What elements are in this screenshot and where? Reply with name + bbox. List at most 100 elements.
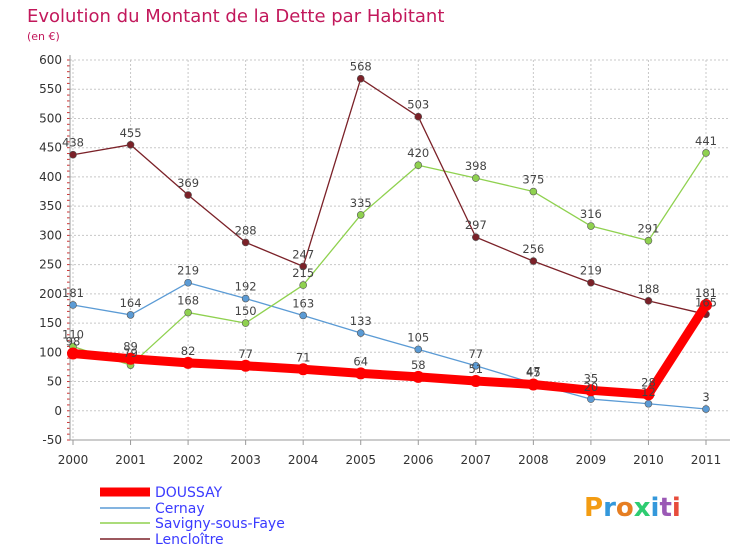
y-tick-label: 200 (39, 287, 62, 301)
data-point-savigny-sous-faye (414, 161, 423, 170)
data-point-savigny-sous-faye (356, 211, 365, 219)
data-point-doussay (182, 356, 195, 369)
series-line-cernay (72, 282, 707, 410)
data-label-doussay: 71 (296, 350, 311, 364)
data-label-cernay: 163 (292, 296, 314, 310)
data-label-savigny-sous-faye: 398 (465, 159, 487, 173)
data-point-savigny-sous-faye (702, 149, 710, 157)
data-point-cernay (184, 278, 192, 287)
data-label-doussay: 28 (641, 375, 656, 389)
data-label-savigny-sous-faye: 79 (123, 346, 138, 360)
data-label-savigny-sous-faye: 215 (292, 266, 314, 280)
data-label-doussay: 89 (123, 340, 138, 354)
x-tick-label: 2000 (58, 453, 89, 467)
data-point-doussay (239, 359, 252, 372)
data-label-doussay: 181 (695, 286, 717, 300)
series-line-doussay (68, 300, 711, 399)
data-label-cernay: 164 (120, 296, 142, 310)
data-point-cernay (472, 361, 480, 370)
data-point-cernay (356, 329, 365, 337)
data-label-cernay: 20 (584, 380, 599, 394)
data-point-cernay (414, 345, 423, 354)
data-point-lencloitre (356, 74, 365, 83)
y-tick-label: 600 (39, 53, 62, 67)
data-label-lencloitre: 188 (637, 282, 659, 296)
data-point-doussay (584, 384, 597, 397)
y-tick-label: 500 (39, 111, 62, 125)
data-label-doussay: 58 (411, 358, 426, 372)
grid (70, 59, 730, 441)
data-label-lencloitre: 256 (522, 242, 544, 256)
data-point-cernay (69, 301, 77, 309)
y-tick-label: 250 (39, 258, 62, 272)
data-label-lencloitre: 369 (177, 176, 199, 190)
axes: -50 0 50 100 150 200 250 300 350 400 450 500 550 600 2… (39, 53, 730, 467)
data-label-savigny-sous-faye: 150 (235, 304, 257, 318)
data-label-savigny-sous-faye: 441 (695, 134, 717, 148)
y-tick-label: 100 (39, 345, 62, 359)
legend-label-doussay: DOUSSAY (155, 485, 223, 501)
series-line-savigny-sous-faye (72, 152, 707, 366)
data-label-cernay: 181 (62, 286, 84, 300)
data-label-lencloitre: 297 (465, 218, 487, 232)
data-point-doussay (469, 374, 482, 387)
x-tick-label: 2008 (518, 453, 549, 467)
chart-title: Evolution du Montant de la Dette par Hab… (27, 6, 444, 27)
data-point-savigny-sous-faye (184, 308, 192, 317)
data-label-lencloitre: 438 (62, 136, 84, 150)
data-point-doussay (67, 347, 79, 360)
data-point-savigny-sous-faye (241, 319, 250, 327)
legend-label-cernay: Cernay (155, 501, 205, 517)
data-label-doussay: 35 (584, 371, 599, 385)
data-point-savigny-sous-faye (529, 187, 538, 196)
data-label-doussay: 51 (468, 362, 483, 376)
data-label-doussay: 45 (526, 365, 541, 379)
data-label-doussay: 64 (353, 354, 368, 368)
y-tick-label: 0 (54, 404, 62, 418)
data-labels: 98 89 82 77 71 64 58 51 45 35 28 181 181 164 219 192 163… (62, 60, 717, 404)
y-tick-label: 450 (39, 141, 62, 155)
y-tick-label: 150 (39, 316, 62, 330)
x-tick-label: 2007 (461, 453, 492, 467)
data-point-lencloitre (472, 233, 480, 241)
data-label-lencloitre: 455 (120, 126, 142, 140)
data-point-doussay (354, 367, 367, 380)
data-label-cernay: 47 (526, 364, 541, 378)
data-label-doussay: 77 (238, 347, 253, 361)
data-label-savigny-sous-faye: 420 (407, 146, 429, 160)
data-label-cernay: 133 (350, 314, 372, 328)
data-label-cernay: 219 (177, 264, 199, 278)
data-point-savigny-sous-faye (299, 281, 307, 289)
data-label-savigny-sous-faye: 291 (637, 222, 659, 236)
y-tick-label: 50 (47, 375, 62, 389)
data-label-cernay: 77 (468, 347, 483, 361)
x-tick-label: 2002 (173, 453, 204, 467)
chart-subtitle: (en €) (27, 30, 60, 43)
data-point-lencloitre (644, 297, 653, 305)
series (67, 74, 712, 413)
series-line-lencloitre (72, 78, 707, 315)
x-tick-label: 2006 (403, 453, 434, 467)
y-tick-label: 400 (39, 170, 62, 184)
data-point-lencloitre (414, 112, 423, 121)
x-tick-label: 2003 (230, 453, 261, 467)
data-point-cernay (126, 311, 135, 319)
proxiti-logo: Proxiti (584, 493, 681, 523)
data-label-cernay: 192 (235, 280, 257, 294)
x-tick-label: 2001 (115, 453, 146, 467)
data-label-cernay: 12 (641, 385, 656, 399)
data-point-lencloitre (69, 150, 77, 159)
legend-label-lencloitre: Lencloître (155, 532, 224, 548)
data-point-cernay (241, 294, 250, 303)
data-point-lencloitre (529, 257, 538, 265)
legend-label-savigny-sous-faye: Savigny-sous-Faye (155, 516, 285, 532)
x-tick-label: 2009 (576, 453, 607, 467)
data-point-savigny-sous-faye (644, 236, 653, 245)
data-point-cernay (587, 395, 595, 403)
y-tick-label: -50 (42, 433, 62, 447)
y-tick-label: 550 (39, 82, 62, 96)
data-label-doussay: 98 (66, 334, 81, 348)
data-label-lencloitre: 247 (292, 247, 314, 261)
